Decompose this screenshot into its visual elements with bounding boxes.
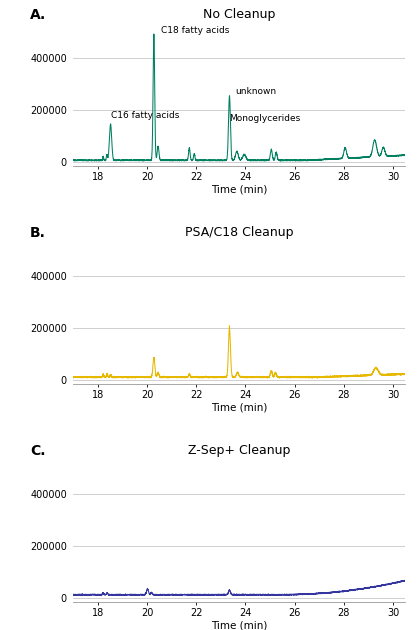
Text: C18 fatty acids: C18 fatty acids	[161, 26, 229, 35]
Text: Monoglycerides: Monoglycerides	[229, 115, 301, 123]
Text: C.: C.	[30, 444, 46, 458]
X-axis label: Time (min): Time (min)	[211, 185, 268, 195]
Text: C16 fatty acids: C16 fatty acids	[111, 112, 179, 120]
Title: No Cleanup: No Cleanup	[203, 8, 275, 21]
Title: PSA/C18 Cleanup: PSA/C18 Cleanup	[185, 226, 293, 239]
Title: Z-Sep+ Cleanup: Z-Sep+ Cleanup	[188, 444, 291, 457]
Text: A.: A.	[30, 8, 46, 21]
Text: B.: B.	[30, 226, 46, 240]
X-axis label: Time (min): Time (min)	[211, 403, 268, 413]
X-axis label: Time (min): Time (min)	[211, 621, 268, 630]
Text: unknown: unknown	[236, 87, 277, 96]
